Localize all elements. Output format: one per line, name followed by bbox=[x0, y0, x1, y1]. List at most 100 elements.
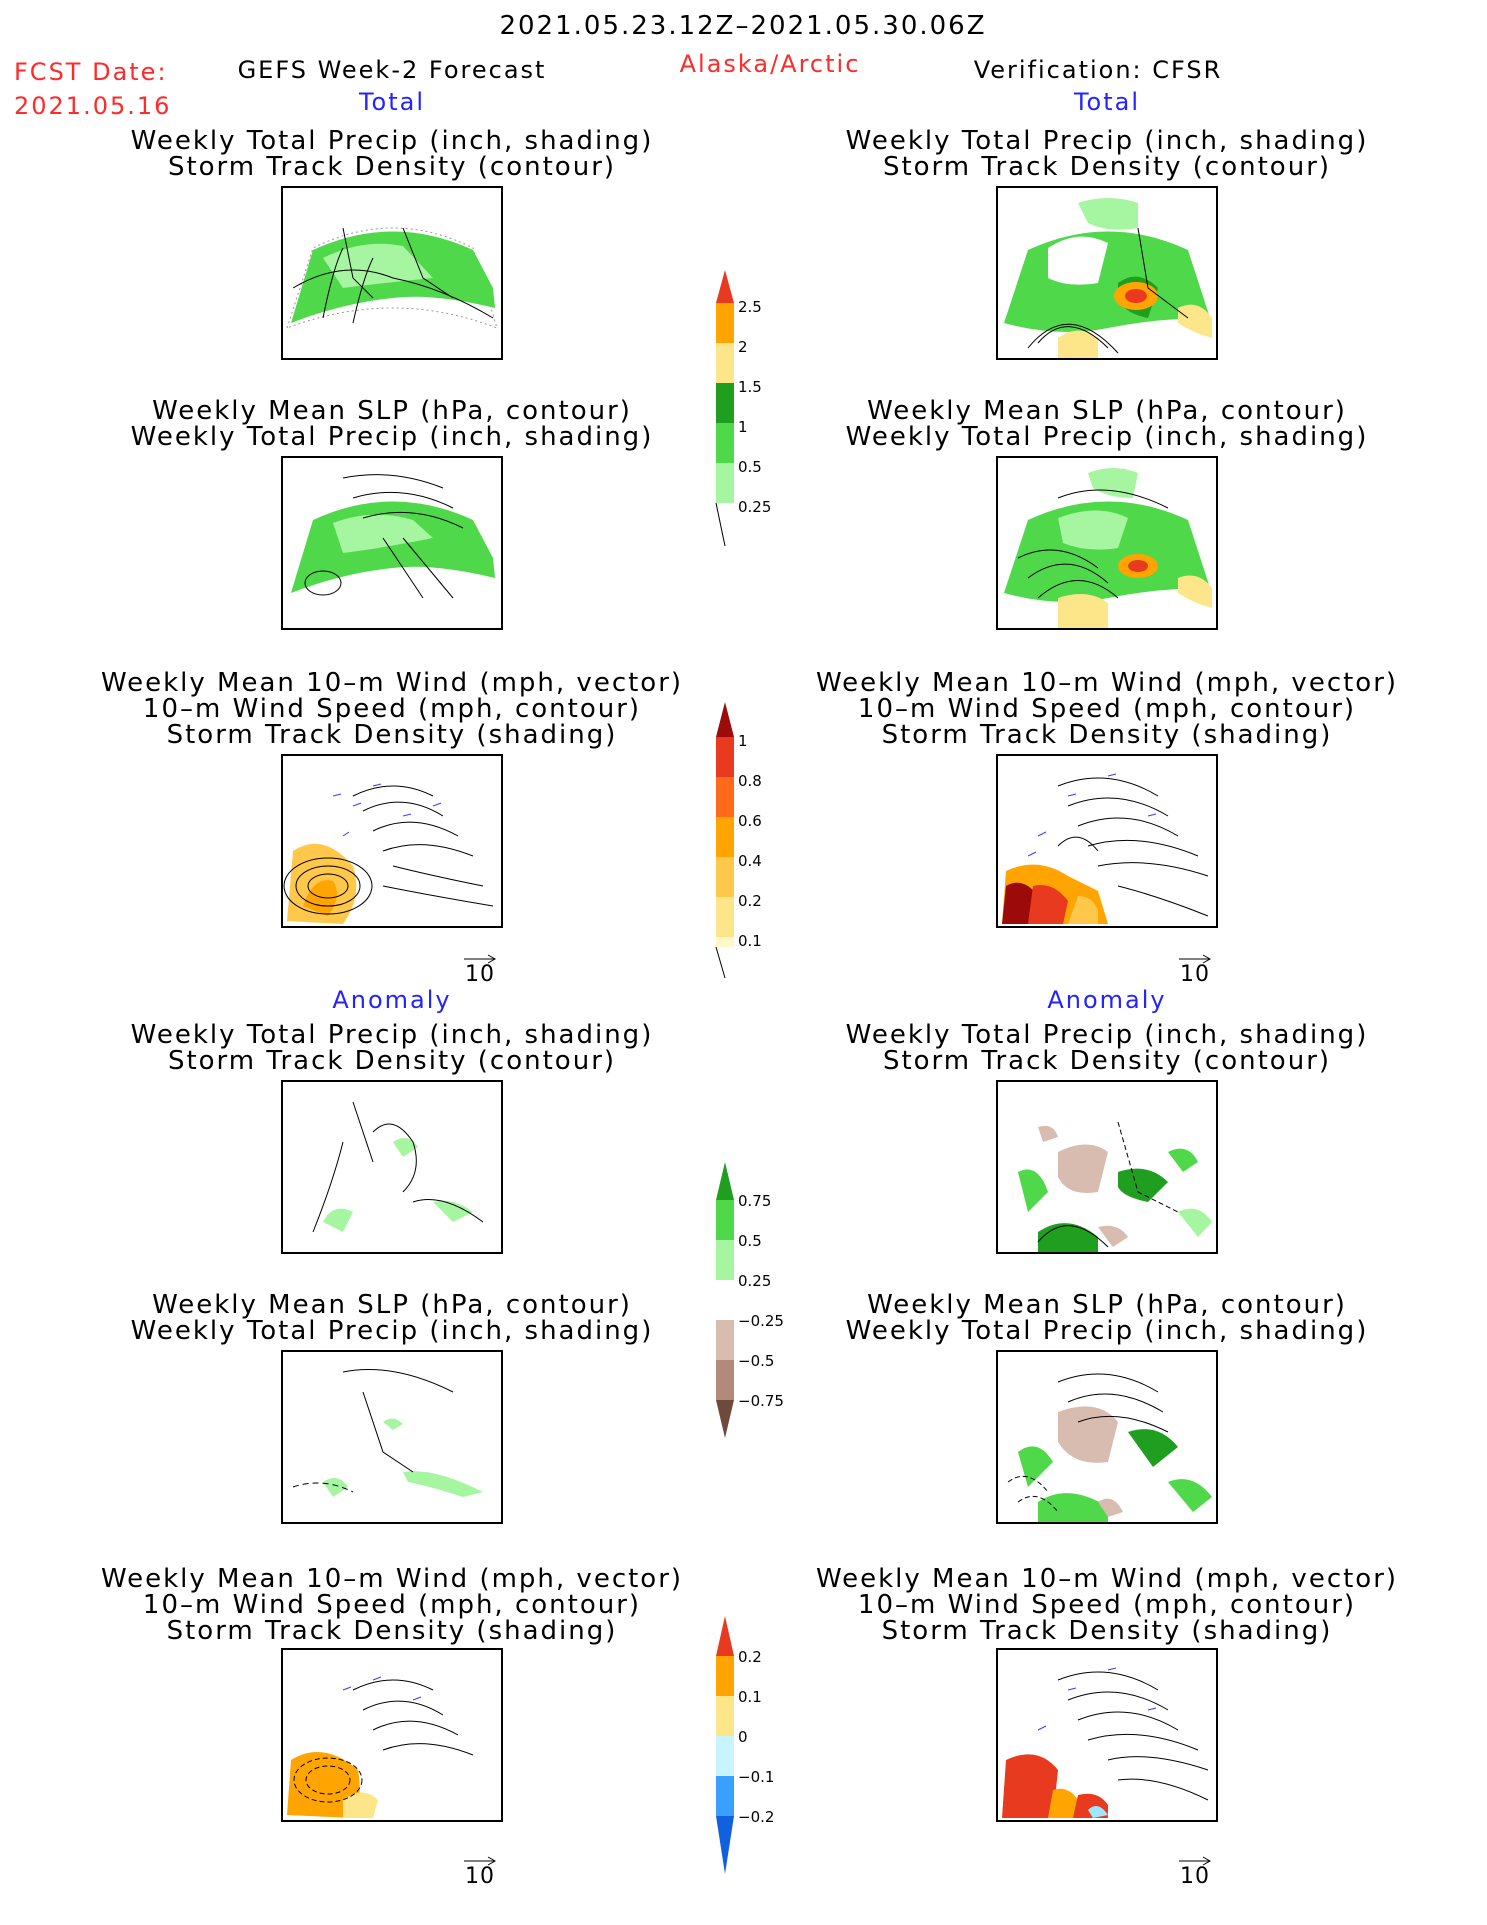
panel-title-line: Weekly Mean SLP (hPa, contour) bbox=[152, 1290, 632, 1320]
panel-title-line: Storm Track Density (contour) bbox=[882, 1046, 1332, 1076]
map-anom-slp-precip-forecast bbox=[281, 1350, 503, 1524]
panel-title-r4: Weekly Total Precip (inch, shading) Stor… bbox=[846, 1022, 1369, 1074]
cbar-tick: 0.25 bbox=[738, 1272, 772, 1290]
vector-ref-label-l: 10 bbox=[465, 962, 495, 987]
map-anom-precip-storm-forecast bbox=[281, 1080, 503, 1254]
cbar-tick: 1 bbox=[738, 732, 748, 750]
map-total-precip-storm-verif bbox=[996, 186, 1218, 360]
vector-ref-arrow-l bbox=[462, 950, 498, 969]
cbar-tick: 0.1 bbox=[738, 932, 762, 950]
map-anom-slp-precip-verif bbox=[996, 1350, 1218, 1524]
vector-ref-arrow-r2 bbox=[1177, 1852, 1213, 1871]
cbar-tick: 0.5 bbox=[738, 458, 762, 476]
panel-title-line: Storm Track Density (contour) bbox=[167, 152, 617, 182]
section-anomaly-left: Anomaly bbox=[332, 986, 452, 1014]
region-label: Alaska/Arctic bbox=[679, 50, 861, 78]
panel-title-line: Weekly Total Precip (inch, shading) bbox=[130, 1316, 654, 1346]
panel-title-line: 10–m Wind Speed (mph, contour) bbox=[857, 1590, 1357, 1620]
cbar-tick: 0.25 bbox=[738, 498, 772, 516]
fcst-date-label: FCST Date: bbox=[14, 58, 168, 86]
vector-ref-label-l2: 10 bbox=[465, 1864, 495, 1889]
panel-title-l2: Weekly Mean SLP (hPa, contour) Weekly To… bbox=[131, 398, 654, 450]
map-wind-storm-forecast bbox=[281, 754, 503, 928]
cbar-tick: 0.2 bbox=[738, 892, 762, 910]
cbar-tick: −0.75 bbox=[738, 1392, 784, 1410]
date-range-title: 2021.05.23.12Z–2021.05.30.06Z bbox=[499, 11, 987, 41]
map-total-precip-storm-forecast bbox=[281, 186, 503, 360]
cbar-tick: −0.1 bbox=[738, 1768, 775, 1786]
panel-title-line: Storm Track Density (contour) bbox=[167, 1046, 617, 1076]
verification-label: Verification: CFSR bbox=[973, 56, 1223, 84]
panel-title-r2: Weekly Mean SLP (hPa, contour) Weekly To… bbox=[846, 398, 1369, 450]
panel-title-line: Weekly Mean 10–m Wind (mph, vector) bbox=[100, 1564, 684, 1594]
cbar-tick: 0.4 bbox=[738, 852, 762, 870]
panel-title-l5: Weekly Mean SLP (hPa, contour) Weekly To… bbox=[131, 1292, 654, 1344]
map-anom-wind-storm-forecast bbox=[281, 1648, 503, 1822]
map-slp-precip-verif bbox=[996, 456, 1218, 630]
colorbar-storm-anom bbox=[715, 1614, 735, 1876]
panel-title-l6: Weekly Mean 10–m Wind (mph, vector) 10–m… bbox=[101, 1566, 683, 1644]
panel-title-line: Weekly Mean SLP (hPa, contour) bbox=[867, 1290, 1347, 1320]
cbar-tick: −0.5 bbox=[738, 1352, 775, 1370]
panel-title-line: Weekly Mean SLP (hPa, contour) bbox=[152, 396, 632, 426]
cbar-tick: 0 bbox=[738, 1728, 748, 1746]
section-total-right: Total bbox=[1073, 88, 1141, 116]
vector-ref-arrow-l2 bbox=[462, 1852, 498, 1871]
panel-title-line: Storm Track Density (contour) bbox=[882, 152, 1332, 182]
panel-title-line: Weekly Total Precip (inch, shading) bbox=[130, 1020, 654, 1050]
panel-title-line: Weekly Total Precip (inch, shading) bbox=[845, 422, 1369, 452]
section-total-left: Total bbox=[358, 88, 426, 116]
panel-title-line: Storm Track Density (shading) bbox=[881, 1616, 1333, 1646]
panel-title-line: Weekly Total Precip (inch, shading) bbox=[845, 1020, 1369, 1050]
panel-title-line: 10–m Wind Speed (mph, contour) bbox=[857, 694, 1357, 724]
panel-title-r1: Weekly Total Precip (inch, shading) Stor… bbox=[846, 128, 1369, 180]
panel-title-r3: Weekly Mean 10–m Wind (mph, vector) 10–m… bbox=[816, 670, 1398, 748]
forecast-title: GEFS Week-2 Forecast bbox=[237, 56, 547, 84]
arrow-right-icon bbox=[1179, 954, 1212, 964]
panel-title-l3: Weekly Mean 10–m Wind (mph, vector) 10–m… bbox=[101, 670, 683, 748]
panel-title-line: Weekly Total Precip (inch, shading) bbox=[845, 1316, 1369, 1346]
arrow-right-icon bbox=[1179, 1856, 1212, 1866]
cbar-tick: 0.1 bbox=[738, 1688, 762, 1706]
cbar-tick: 0.5 bbox=[738, 1232, 762, 1250]
vector-ref-label-r2: 10 bbox=[1180, 1864, 1210, 1889]
panel-title-l4: Weekly Total Precip (inch, shading) Stor… bbox=[131, 1022, 654, 1074]
colorbar-precip-anom bbox=[715, 1160, 735, 1440]
map-wind-storm-verif bbox=[996, 754, 1218, 928]
panel-title-line: Storm Track Density (shading) bbox=[166, 1616, 618, 1646]
fcst-date-value: 2021.05.16 bbox=[14, 92, 172, 120]
map-anom-precip-storm-verif bbox=[996, 1080, 1218, 1254]
panel-title-line: Weekly Total Precip (inch, shading) bbox=[130, 422, 654, 452]
cbar-tick: 2 bbox=[738, 338, 748, 356]
arrow-right-icon bbox=[464, 954, 497, 964]
panel-title-line: Storm Track Density (shading) bbox=[166, 720, 618, 750]
panel-title-line: 10–m Wind Speed (mph, contour) bbox=[142, 1590, 642, 1620]
cbar-tick: 0.2 bbox=[738, 1648, 762, 1666]
cbar-tick: 1.5 bbox=[738, 378, 762, 396]
cbar-tick: −0.25 bbox=[738, 1312, 784, 1330]
cbar-tick: 0.75 bbox=[738, 1192, 772, 1210]
colorbar-precip-total bbox=[715, 268, 735, 548]
cbar-tick: 0.6 bbox=[738, 812, 762, 830]
panel-title-l1: Weekly Total Precip (inch, shading) Stor… bbox=[131, 128, 654, 180]
vector-ref-label-r: 10 bbox=[1180, 962, 1210, 987]
cbar-tick: 0.8 bbox=[738, 772, 762, 790]
panel-title-line: Weekly Total Precip (inch, shading) bbox=[130, 126, 654, 156]
panel-title-r5: Weekly Mean SLP (hPa, contour) Weekly To… bbox=[846, 1292, 1369, 1344]
panel-title-line: 10–m Wind Speed (mph, contour) bbox=[142, 694, 642, 724]
cbar-tick: −0.2 bbox=[738, 1808, 775, 1826]
panel-title-line: Weekly Total Precip (inch, shading) bbox=[845, 126, 1369, 156]
panel-title-line: Weekly Mean 10–m Wind (mph, vector) bbox=[100, 668, 684, 698]
arrow-right-icon bbox=[464, 1856, 497, 1866]
colorbar-storm-total bbox=[715, 700, 735, 980]
panel-title-r6: Weekly Mean 10–m Wind (mph, vector) 10–m… bbox=[816, 1566, 1398, 1644]
cbar-tick: 1 bbox=[738, 418, 748, 436]
panel-title-line: Weekly Mean SLP (hPa, contour) bbox=[867, 396, 1347, 426]
cbar-tick: 2.5 bbox=[738, 298, 762, 316]
panel-title-line: Weekly Mean 10–m Wind (mph, vector) bbox=[815, 1564, 1399, 1594]
map-anom-wind-storm-verif bbox=[996, 1648, 1218, 1822]
vector-ref-arrow-r bbox=[1177, 950, 1213, 969]
panel-title-line: Weekly Mean 10–m Wind (mph, vector) bbox=[815, 668, 1399, 698]
panel-title-line: Storm Track Density (shading) bbox=[881, 720, 1333, 750]
map-slp-precip-forecast bbox=[281, 456, 503, 630]
